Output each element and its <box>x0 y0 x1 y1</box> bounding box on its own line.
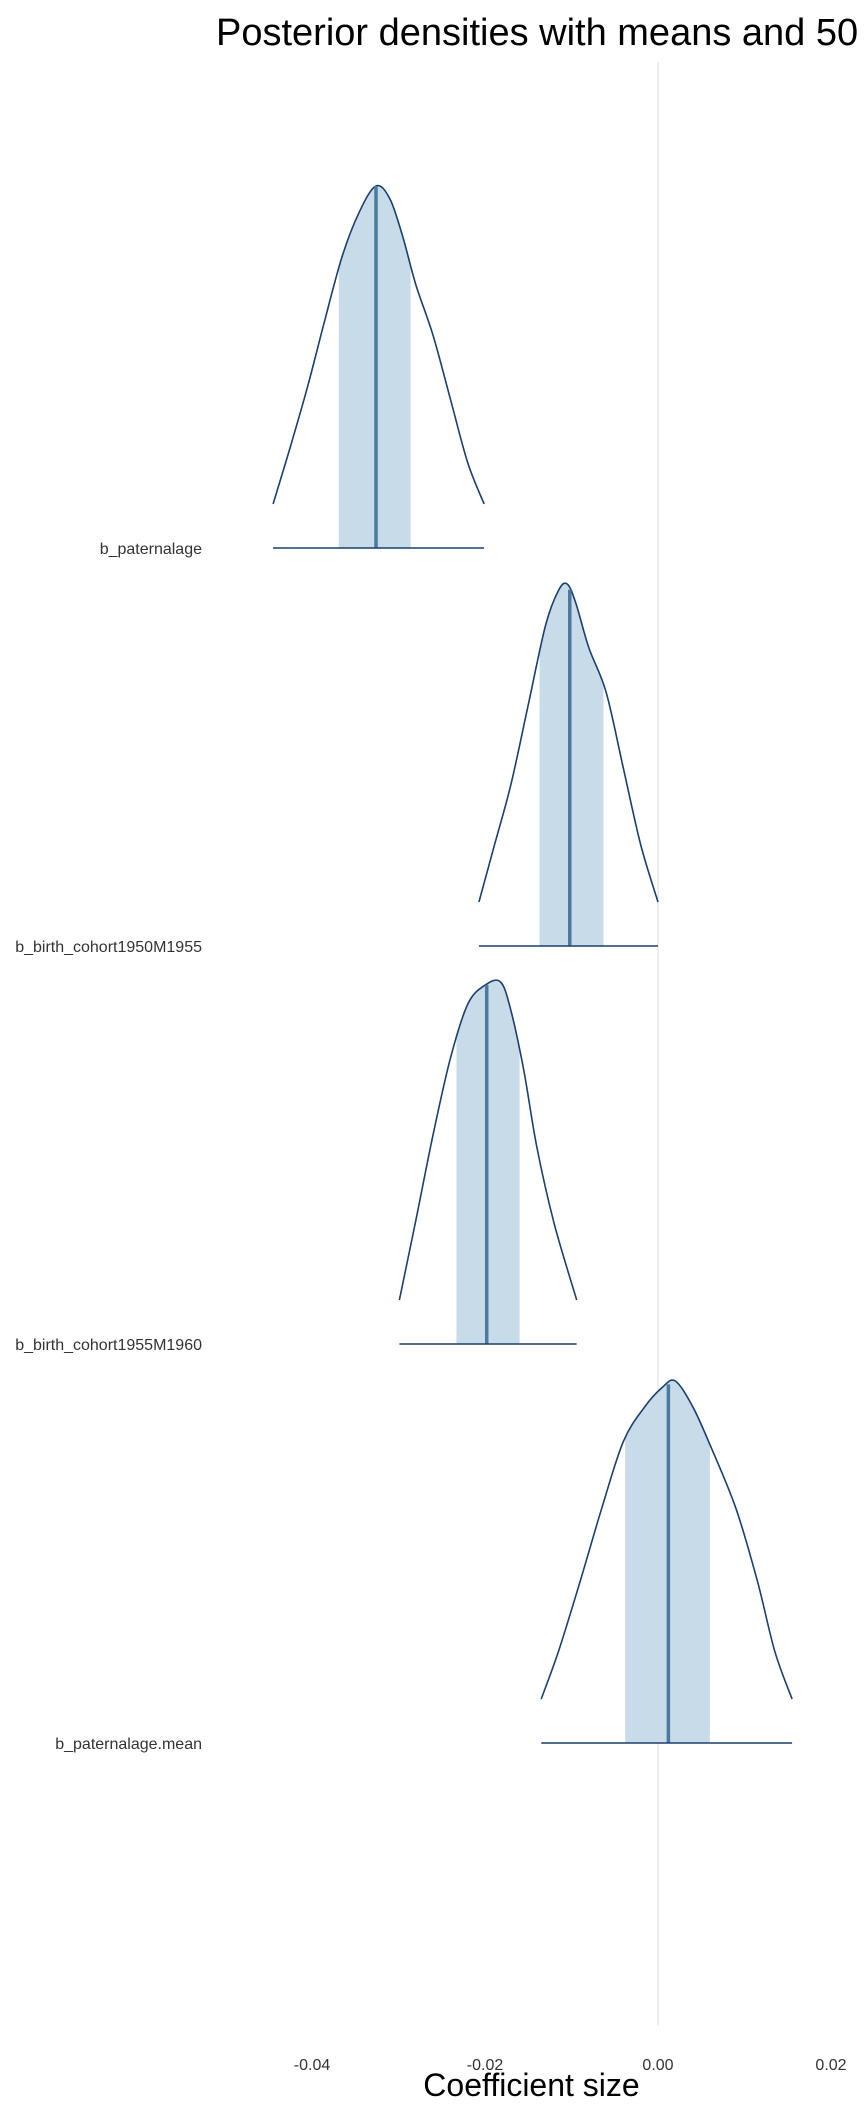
category-label: b_birth_cohort1955M1960 <box>15 1337 202 1354</box>
category-label: b_birth_cohort1950M1955 <box>15 939 202 956</box>
x-axis-ticks: -0.04 -0.02 0.00 0.02 <box>294 2057 847 2074</box>
density-curve <box>540 1379 793 1700</box>
ridge-b_paternalage <box>272 184 485 549</box>
x-tick-label: -0.04 <box>294 2057 331 2074</box>
density-curve <box>272 184 485 505</box>
ridge-b_birth_cohort1955M1960 <box>398 979 578 1345</box>
x-tick-label: 0.00 <box>642 2057 673 2074</box>
x-tick-label: -0.02 <box>467 2057 504 2074</box>
category-label: b_paternalage <box>100 541 202 558</box>
ridge-b_birth_cohort1950M1955 <box>478 582 659 947</box>
x-tick-label: 0.02 <box>815 2057 846 2074</box>
density-curve <box>478 582 659 903</box>
category-labels: b_paternalage b_birth_cohort1950M1955 b_bi… <box>15 541 202 1753</box>
category-label: b_paternalage.mean <box>55 1736 202 1753</box>
density-ridges <box>272 184 793 1744</box>
ridge-b_paternalage.mean <box>540 1379 793 1744</box>
chart-title: Posterior densities with means and 50 <box>216 12 858 54</box>
x-axis-title: Coefficient size <box>423 2067 639 2103</box>
density-curve <box>398 979 578 1301</box>
